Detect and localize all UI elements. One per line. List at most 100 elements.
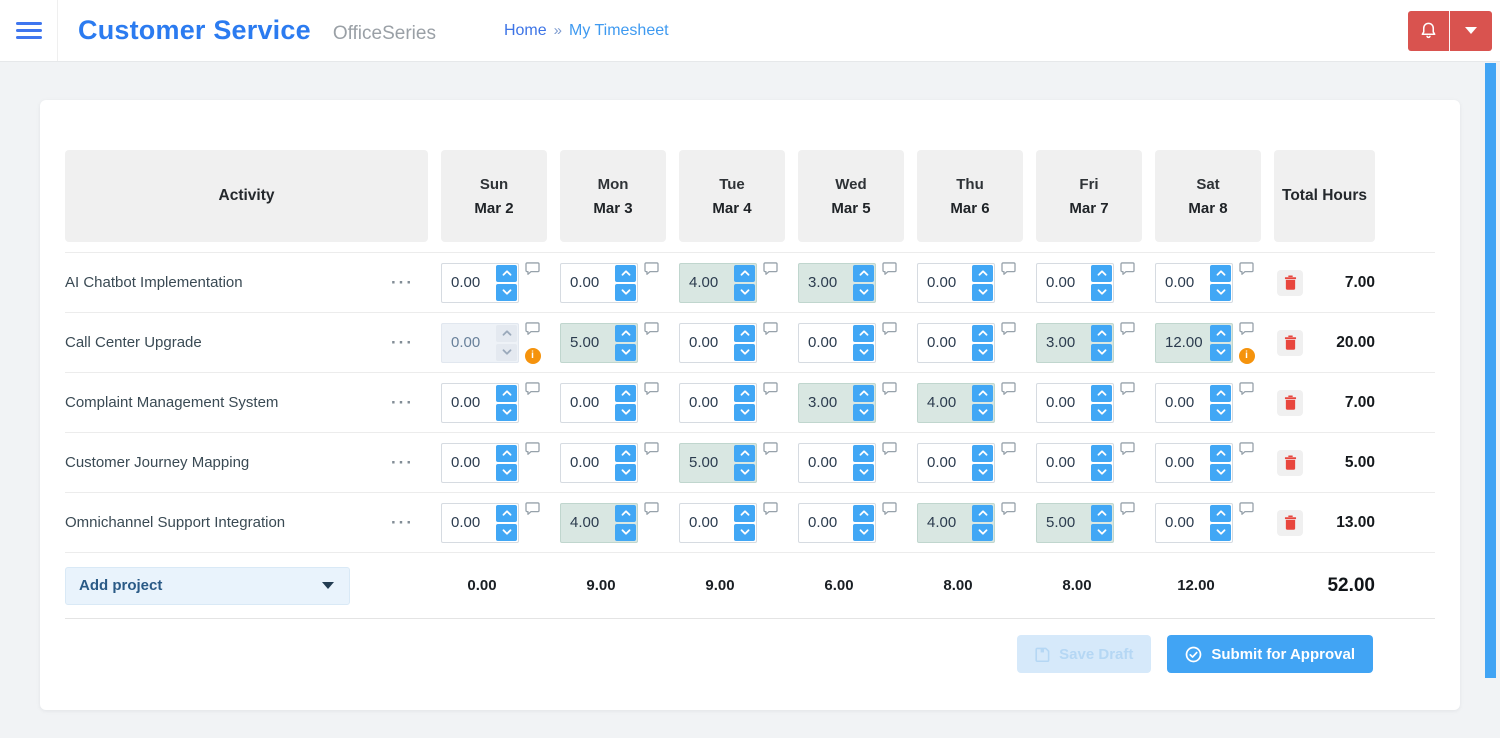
increment-button[interactable]: [1210, 324, 1231, 342]
hours-input[interactable]: 0.00: [1155, 382, 1233, 423]
increment-button[interactable]: [734, 324, 755, 342]
delete-row-button[interactable]: [1277, 329, 1303, 356]
decrement-button[interactable]: [1210, 283, 1231, 301]
comment-icon[interactable]: [525, 501, 540, 515]
hours-input[interactable]: 0.00: [798, 502, 876, 543]
decrement-button[interactable]: [496, 283, 517, 301]
decrement-button[interactable]: [734, 403, 755, 421]
delete-row-button[interactable]: [1277, 449, 1303, 476]
hours-input[interactable]: 5.00: [1036, 502, 1114, 543]
decrement-button[interactable]: [615, 283, 636, 301]
hours-input[interactable]: 0.00: [798, 322, 876, 363]
hours-input[interactable]: 0.00: [1036, 442, 1114, 483]
hours-input[interactable]: 0.00: [1155, 262, 1233, 303]
decrement-button[interactable]: [972, 343, 993, 361]
decrement-button[interactable]: [1091, 283, 1112, 301]
increment-button[interactable]: [615, 264, 636, 282]
increment-button[interactable]: [972, 504, 993, 522]
decrement-button[interactable]: [853, 463, 874, 481]
comment-icon[interactable]: [525, 321, 540, 335]
decrement-button[interactable]: [1091, 523, 1112, 541]
decrement-button[interactable]: [853, 283, 874, 301]
comment-icon[interactable]: [1239, 441, 1254, 455]
decrement-button[interactable]: [734, 463, 755, 481]
decrement-button[interactable]: [972, 283, 993, 301]
increment-button[interactable]: [1210, 264, 1231, 282]
increment-button[interactable]: [496, 444, 517, 462]
comment-icon[interactable]: [1239, 321, 1254, 335]
comment-icon[interactable]: [1120, 501, 1135, 515]
decrement-button[interactable]: [496, 523, 517, 541]
row-menu-button[interactable]: ···: [391, 512, 414, 532]
comment-icon[interactable]: [1001, 381, 1016, 395]
comment-icon[interactable]: [763, 321, 778, 335]
hours-input[interactable]: 0.00: [917, 442, 995, 483]
decrement-button[interactable]: [615, 463, 636, 481]
increment-button[interactable]: [615, 384, 636, 402]
decrement-button[interactable]: [972, 463, 993, 481]
increment-button[interactable]: [1210, 504, 1231, 522]
comment-icon[interactable]: [525, 261, 540, 275]
info-icon[interactable]: i: [524, 347, 541, 364]
increment-button[interactable]: [1091, 444, 1112, 462]
decrement-button[interactable]: [972, 523, 993, 541]
hours-input[interactable]: 0.00: [1155, 442, 1233, 483]
hours-input[interactable]: 0.00: [441, 262, 519, 303]
hours-input[interactable]: 0.00: [917, 262, 995, 303]
hours-input[interactable]: 4.00: [679, 262, 757, 303]
increment-button[interactable]: [972, 384, 993, 402]
page-scrollbar[interactable]: [1485, 63, 1496, 678]
hours-input[interactable]: 0.00: [679, 322, 757, 363]
comment-icon[interactable]: [882, 261, 897, 275]
comment-icon[interactable]: [644, 381, 659, 395]
comment-icon[interactable]: [644, 321, 659, 335]
hours-input[interactable]: 4.00: [917, 502, 995, 543]
comment-icon[interactable]: [882, 321, 897, 335]
decrement-button[interactable]: [734, 523, 755, 541]
decrement-button[interactable]: [853, 403, 874, 421]
breadcrumb-current-link[interactable]: My Timesheet: [568, 21, 669, 39]
comment-icon[interactable]: [763, 261, 778, 275]
increment-button[interactable]: [853, 444, 874, 462]
delete-row-button[interactable]: [1277, 389, 1303, 416]
decrement-button[interactable]: [615, 523, 636, 541]
hours-input[interactable]: 0.00: [679, 502, 757, 543]
hours-input[interactable]: 3.00: [798, 262, 876, 303]
comment-icon[interactable]: [882, 381, 897, 395]
hours-input[interactable]: 3.00: [1036, 322, 1114, 363]
increment-button[interactable]: [615, 444, 636, 462]
increment-button[interactable]: [853, 264, 874, 282]
increment-button[interactable]: [1210, 384, 1231, 402]
increment-button[interactable]: [496, 504, 517, 522]
comment-icon[interactable]: [525, 441, 540, 455]
decrement-button[interactable]: [1210, 463, 1231, 481]
increment-button[interactable]: [972, 324, 993, 342]
decrement-button[interactable]: [734, 343, 755, 361]
hours-input[interactable]: 0.00: [917, 322, 995, 363]
hours-input[interactable]: 5.00: [679, 442, 757, 483]
comment-icon[interactable]: [763, 381, 778, 395]
hours-input[interactable]: 0.00: [560, 442, 638, 483]
increment-button[interactable]: [1091, 324, 1112, 342]
decrement-button[interactable]: [972, 403, 993, 421]
hours-input[interactable]: 0.00: [560, 382, 638, 423]
hours-input[interactable]: 0.00: [798, 442, 876, 483]
decrement-button[interactable]: [734, 283, 755, 301]
save-draft-button[interactable]: Save Draft: [1017, 635, 1152, 673]
breadcrumb-home-link[interactable]: Home: [503, 21, 547, 39]
comment-icon[interactable]: [1001, 441, 1016, 455]
hours-input[interactable]: 0.00: [441, 442, 519, 483]
decrement-button[interactable]: [496, 403, 517, 421]
hours-input[interactable]: 12.00: [1155, 322, 1233, 363]
decrement-button[interactable]: [1091, 463, 1112, 481]
menu-toggle-button[interactable]: [0, 0, 58, 61]
comment-icon[interactable]: [1001, 261, 1016, 275]
comment-icon[interactable]: [1239, 261, 1254, 275]
increment-button[interactable]: [853, 384, 874, 402]
comment-icon[interactable]: [1001, 321, 1016, 335]
row-menu-button[interactable]: ···: [391, 392, 414, 412]
increment-button[interactable]: [853, 324, 874, 342]
row-menu-button[interactable]: ···: [391, 452, 414, 472]
increment-button[interactable]: [615, 324, 636, 342]
decrement-button[interactable]: [615, 403, 636, 421]
